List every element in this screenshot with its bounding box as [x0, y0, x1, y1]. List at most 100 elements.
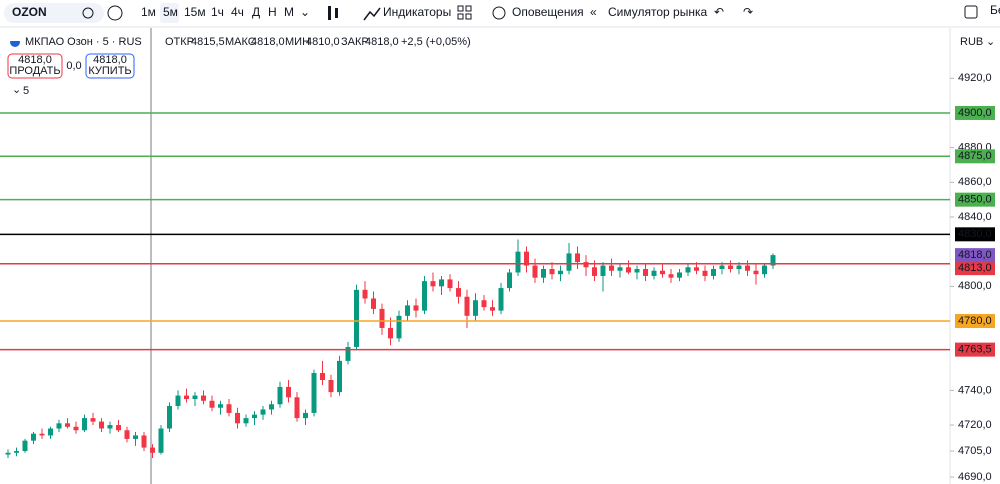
candle-body: [439, 279, 444, 287]
candle-body: [14, 451, 19, 453]
interval-button[interactable]: Н: [268, 5, 277, 19]
candle-body: [694, 267, 699, 271]
buy-price[interactable]: 4818,0: [93, 54, 127, 66]
interval-button[interactable]: 15м: [184, 5, 206, 19]
candle-body: [90, 418, 96, 422]
symbol-search[interactable]: [4, 3, 104, 23]
intervals: 1м 5м 15м 1ч 4ч Д Н М: [141, 5, 294, 19]
candle-body: [354, 289, 359, 348]
sell-button[interactable]: [7, 53, 63, 79]
candle-body: [116, 425, 121, 431]
candle-body: [252, 414, 257, 419]
candle-body: [447, 279, 453, 289]
level-label: 4875,0: [958, 150, 992, 162]
panel-icon[interactable]: [964, 5, 978, 19]
candle-body: [549, 269, 555, 275]
active-interval-bg: [160, 3, 179, 23]
candle-body: [192, 395, 198, 400]
chart-type-icon[interactable]: [328, 6, 331, 20]
candle-body: [566, 253, 572, 271]
candle-body: [5, 452, 11, 455]
ohlc-high-label: МАКС: [225, 36, 256, 48]
buy-button[interactable]: [85, 53, 135, 79]
ohlc-high: 4818,0: [251, 36, 285, 48]
indicators-button[interactable]: Индикаторы: [383, 5, 451, 19]
candle-body: [532, 265, 538, 278]
candle-body: [430, 281, 436, 287]
candle-body: [745, 265, 750, 271]
y-tick-label: 4920,0: [958, 72, 992, 84]
candle-body: [643, 269, 648, 276]
interval-button[interactable]: 4ч: [231, 5, 244, 19]
candle-body: [243, 418, 249, 424]
candle-body: [422, 281, 427, 311]
level-label-bg: [955, 227, 995, 242]
candle-body: [124, 430, 130, 439]
candle-body: [702, 270, 708, 276]
sell-label[interactable]: ПРОДАТЬ: [9, 65, 60, 77]
candle-body: [719, 265, 725, 270]
replay-icon[interactable]: «: [590, 5, 597, 19]
symbol[interactable]: OZON: [12, 5, 47, 19]
chart-area: 4920,04880,04860,04840,04800,04740,04720…: [0, 28, 995, 484]
candle-body: [209, 400, 215, 408]
candle-body: [524, 251, 529, 266]
interval-button[interactable]: 1м: [141, 5, 156, 19]
candle-body: [65, 423, 70, 427]
level-label-bg: [955, 342, 995, 357]
level-label: 4780,0: [958, 315, 992, 327]
interval-button[interactable]: Д: [252, 5, 260, 19]
candle-body: [286, 386, 291, 398]
add-symbol[interactable]: [107, 5, 123, 21]
y-tick-label: 4705,0: [958, 445, 992, 457]
quantity[interactable]: 5: [23, 85, 29, 97]
redo[interactable]: ↷: [743, 5, 753, 19]
level-label-bg: [955, 105, 995, 120]
candle-body: [728, 265, 733, 270]
currency[interactable]: RUB: [960, 36, 983, 48]
candle-body: [515, 251, 521, 273]
candle-body: [337, 360, 342, 393]
interval-button[interactable]: 5м: [163, 5, 178, 19]
candle-body: [158, 428, 164, 453]
candle-body: [328, 379, 334, 393]
interval-button[interactable]: 1ч: [211, 5, 224, 19]
candle-body: [218, 404, 223, 408]
candle-body: [150, 447, 155, 453]
candle-body: [558, 270, 563, 275]
candle-body: [464, 296, 470, 316]
flag-stripe: [10, 37, 20, 41]
layout-icon[interactable]: [457, 5, 472, 20]
candle-body: [184, 395, 189, 400]
candle-body: [31, 433, 36, 441]
candle-body: [371, 298, 376, 309]
indicators-icon[interactable]: [363, 7, 381, 21]
candle-body: [405, 305, 410, 316]
candle-body: [473, 300, 478, 316]
candle-body: [48, 428, 53, 436]
alerts-icon[interactable]: [492, 6, 506, 20]
interval-button[interactable]: М: [284, 5, 294, 19]
level-label: 4813,0: [958, 262, 992, 274]
candle-body: [201, 395, 206, 401]
level-label-bg: [955, 149, 995, 164]
alerts-button[interactable]: Оповещения: [512, 5, 584, 19]
candle-body: [362, 289, 368, 299]
interval-dropdown[interactable]: ⌄: [300, 5, 310, 19]
y-tick-label: 4740,0: [958, 384, 992, 396]
candle-body: [753, 270, 759, 275]
simulator-button[interactable]: Симулятор рынка: [608, 5, 707, 19]
candle-body: [56, 423, 62, 429]
level-label: 4900,0: [958, 107, 992, 119]
buy-label[interactable]: КУПИТЬ: [88, 65, 131, 77]
candle-body: [617, 267, 623, 271]
candle-body: [133, 435, 138, 439]
candle-body: [260, 409, 266, 415]
compare-icon[interactable]: [82, 7, 94, 19]
sell-price[interactable]: 4818,0: [18, 54, 52, 66]
candle-body: [481, 300, 487, 308]
candle-body: [685, 267, 691, 273]
qty-arrow[interactable]: ⌄: [12, 84, 21, 96]
undo[interactable]: ↶: [714, 5, 724, 19]
currency-dropdown[interactable]: ⌄: [986, 36, 995, 48]
